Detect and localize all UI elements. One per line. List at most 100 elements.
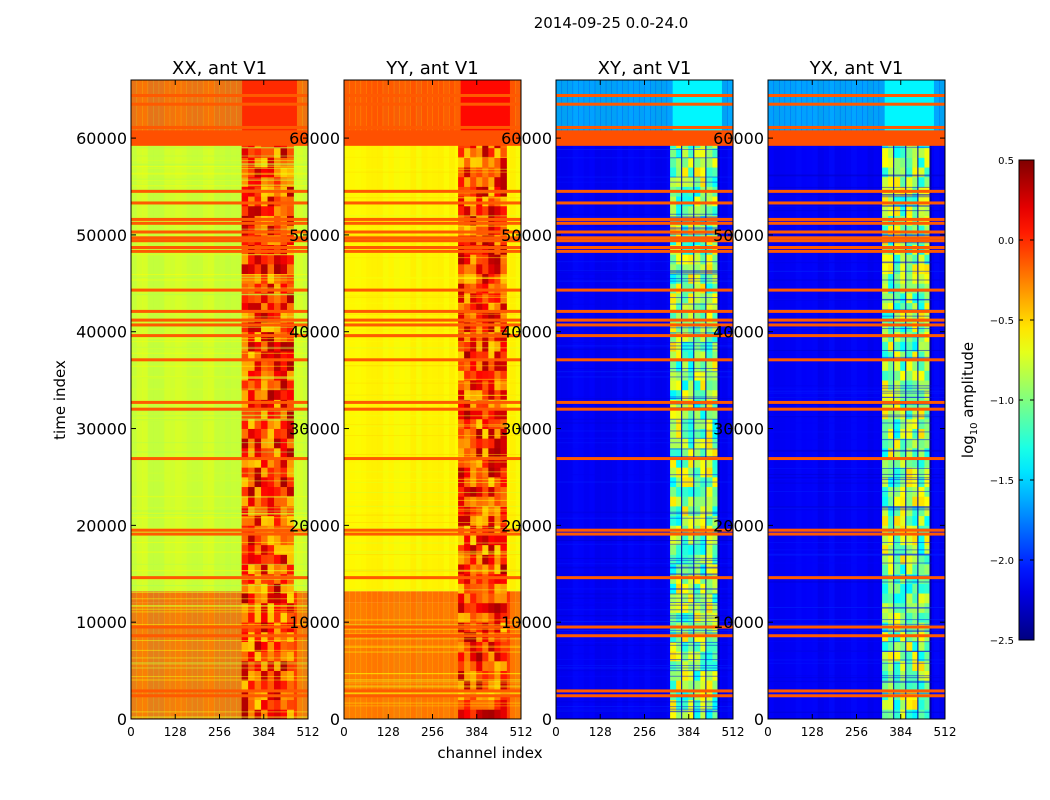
rfi-cell xyxy=(476,564,483,575)
time-texture xyxy=(344,632,521,634)
rfi-cell xyxy=(712,418,719,429)
time-texture xyxy=(556,371,733,373)
flagged-row xyxy=(768,236,945,240)
rfi-cell xyxy=(882,641,889,652)
time-texture xyxy=(344,453,521,455)
rfi-cell xyxy=(286,205,294,216)
time-texture xyxy=(768,298,945,300)
channel-stripe xyxy=(828,80,835,719)
flagged-row xyxy=(768,689,945,693)
channel-stripe xyxy=(393,80,400,719)
time-texture xyxy=(131,711,308,713)
rfi-cell xyxy=(482,263,489,275)
time-texture xyxy=(344,225,521,227)
rfi-cell xyxy=(676,544,683,555)
rfi-cell xyxy=(470,564,477,575)
rfi-cell xyxy=(248,612,255,623)
rfi-cell xyxy=(924,593,931,604)
rfi-cell xyxy=(888,176,895,187)
rfi-cell xyxy=(906,660,913,671)
rfi-cell xyxy=(894,293,901,304)
rfi-cell xyxy=(286,670,294,681)
rfi-cell xyxy=(261,418,268,429)
rfi-cell xyxy=(676,263,683,275)
rfi-cell xyxy=(676,709,683,719)
rfi-cell xyxy=(458,370,465,381)
rfi-cell xyxy=(688,205,695,216)
rfi-cell xyxy=(254,651,262,662)
rfi-cell xyxy=(888,428,895,439)
time-texture xyxy=(768,641,945,643)
rfi-cell xyxy=(888,476,895,488)
rfi-cell xyxy=(286,293,294,304)
time-texture xyxy=(131,418,308,420)
rfi-cell xyxy=(906,709,913,719)
time-texture xyxy=(556,667,733,669)
rfi-cell xyxy=(464,602,471,613)
rfi-cell xyxy=(912,254,919,265)
time-texture xyxy=(131,442,308,444)
rfi-cell xyxy=(464,341,471,352)
rfi-cell xyxy=(261,273,268,284)
rfi-cell xyxy=(267,709,275,719)
rfi-cell xyxy=(254,167,262,178)
rfi-cell xyxy=(906,351,913,362)
rfi-cell xyxy=(458,438,465,449)
channel-stripe xyxy=(600,80,607,719)
rfi-cell xyxy=(248,564,255,575)
rfi-cell xyxy=(261,670,268,681)
time-texture xyxy=(768,629,945,631)
rfi-cell xyxy=(900,564,907,575)
rfi-cell xyxy=(888,660,895,671)
rfi-cell xyxy=(241,699,249,710)
rfi-cell xyxy=(706,157,713,168)
channel-stripe xyxy=(633,80,640,719)
rfi-cell xyxy=(694,302,701,313)
rfi-cell xyxy=(694,496,701,507)
rfi-cell xyxy=(670,322,677,333)
rfi-cell xyxy=(267,670,275,681)
rfi-cell xyxy=(261,641,268,652)
rfi-cell xyxy=(712,167,719,178)
rfi-cell xyxy=(670,544,677,555)
rfi-cell xyxy=(694,554,701,565)
rfi-cell xyxy=(918,147,925,158)
rfi-cell xyxy=(464,486,471,497)
rfi-cell xyxy=(712,506,719,517)
time-segment xyxy=(131,591,308,603)
rfi-cell xyxy=(924,709,931,719)
rfi-cell xyxy=(676,641,683,652)
rfi-cell xyxy=(500,409,507,420)
time-segment xyxy=(344,591,521,603)
rfi-cell xyxy=(706,167,713,178)
rfi-cell xyxy=(280,273,288,284)
rfi-cell xyxy=(694,322,701,333)
rfi-cell xyxy=(894,535,901,546)
rfi-cell xyxy=(894,467,901,478)
time-texture xyxy=(131,168,308,170)
rfi-cell xyxy=(248,389,255,400)
rfi-cell xyxy=(280,438,288,449)
rfi-cell xyxy=(267,699,275,710)
rfi-cell xyxy=(458,428,465,439)
rfi-cell xyxy=(464,399,471,410)
rfi-cell xyxy=(280,593,288,604)
rfi-cell xyxy=(500,418,507,429)
rfi-cell xyxy=(706,428,713,439)
rfi-cell xyxy=(470,244,477,255)
rfi-cell xyxy=(500,670,507,681)
rfi-cell xyxy=(500,244,507,255)
flagged-band xyxy=(344,130,521,146)
rfi-cell xyxy=(906,680,913,691)
time-texture xyxy=(556,566,733,568)
time-texture xyxy=(344,424,521,426)
rfi-cell xyxy=(712,370,719,381)
rfi-cell xyxy=(906,225,913,236)
rfi-cell xyxy=(676,196,683,207)
flagged-row xyxy=(344,334,521,338)
rfi-cell xyxy=(700,651,707,662)
time-texture xyxy=(344,705,521,707)
rfi-cell xyxy=(888,418,895,429)
rfi-cell xyxy=(900,680,907,691)
flagged-row xyxy=(556,288,733,292)
